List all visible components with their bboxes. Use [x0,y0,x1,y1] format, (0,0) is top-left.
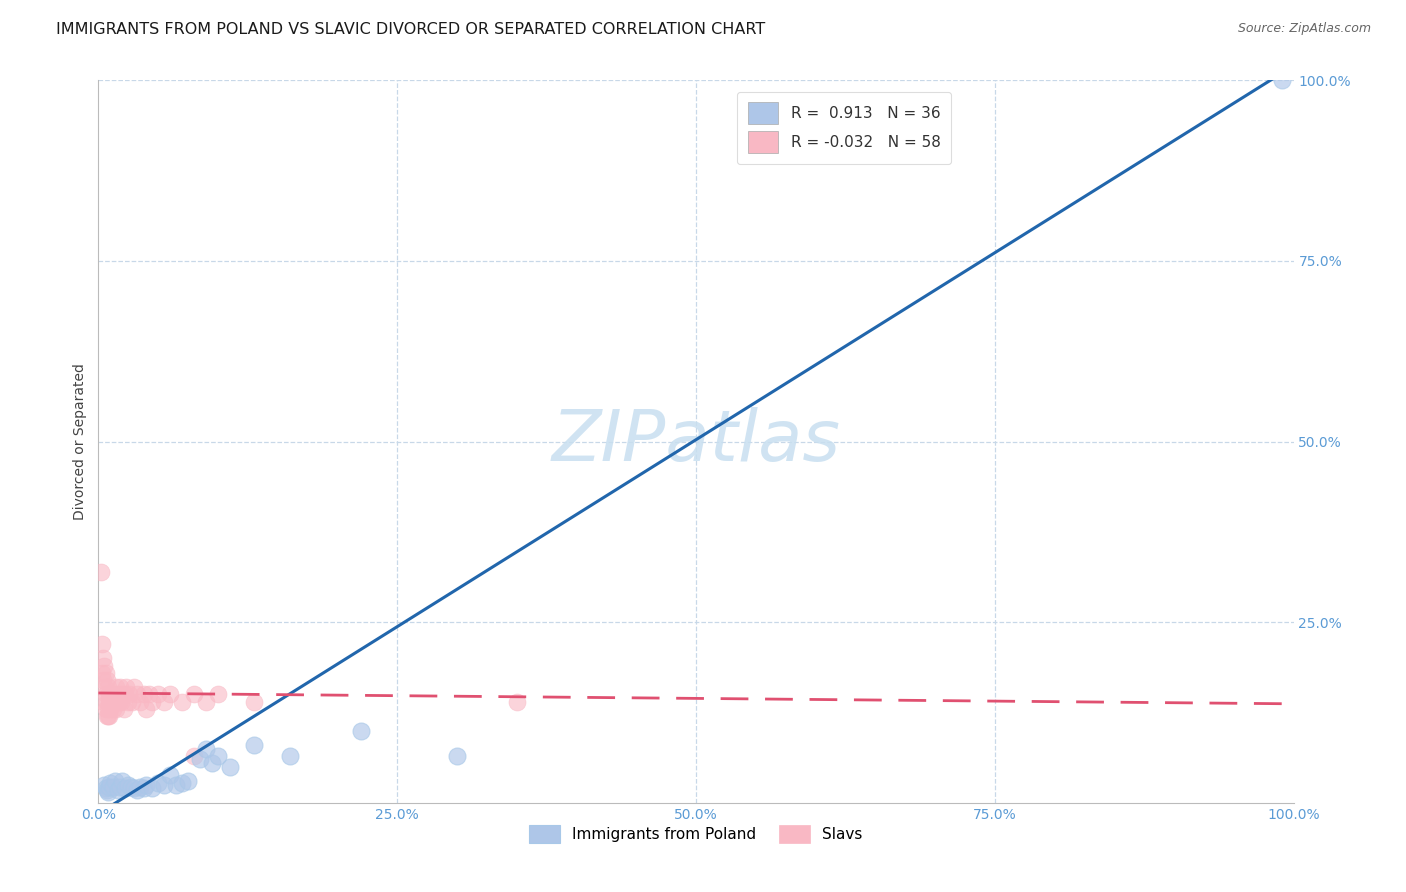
Point [132,781,155,796]
Point [183,687,205,701]
Legend: Immigrants from Poland, Slavs: Immigrants from Poland, Slavs [523,819,869,849]
Point [94,702,117,716]
Point [111,774,134,789]
Point [165,778,187,792]
Point [117,695,139,709]
Point [101,780,124,794]
Point [93,778,115,792]
Point [98,775,122,789]
Point [96,782,118,797]
Point [135,702,157,716]
Point [132,687,155,701]
Point [98,780,121,794]
Point [105,702,128,716]
Point [135,778,157,792]
Point [114,687,136,701]
Point [153,778,176,792]
Point [207,687,229,701]
Point [124,781,146,796]
Point [120,780,142,794]
Point [94,665,117,680]
Point [107,687,129,701]
Point [96,695,118,709]
Point [125,782,148,797]
Point [97,709,120,723]
Point [104,774,127,789]
Point [110,695,132,709]
Point [243,738,266,752]
Point [93,680,115,694]
Point [90,565,112,579]
Point [243,695,266,709]
Point [98,702,122,716]
Point [107,695,129,709]
Point [506,695,529,709]
Point [124,680,146,694]
Point [101,695,124,709]
Point [183,748,205,763]
Point [278,748,301,763]
Point [195,741,218,756]
Point [201,756,224,770]
Point [94,781,117,796]
Point [114,781,136,796]
Point [91,651,114,665]
Point [98,695,122,709]
Point [98,695,121,709]
Point [94,687,117,701]
Point [98,709,121,723]
Point [207,748,229,763]
Point [159,768,181,782]
Y-axis label: Divorced or Separated: Divorced or Separated [73,363,87,520]
Point [100,687,122,701]
Point [91,637,114,651]
Point [1271,73,1294,87]
Point [97,702,120,716]
Point [219,760,242,774]
Point [172,695,194,709]
Point [138,687,160,701]
Point [98,687,122,701]
Point [111,687,134,701]
Point [107,782,129,797]
Point [172,775,194,789]
Point [98,687,121,701]
Point [93,695,115,709]
Point [195,695,218,709]
Point [177,774,200,789]
Point [104,695,127,709]
Text: ZIPatlas: ZIPatlas [551,407,841,476]
Point [97,680,120,694]
Point [103,687,125,701]
Point [96,709,118,723]
Point [148,775,170,789]
Point [118,687,141,701]
Point [350,723,373,738]
Point [446,748,468,763]
Point [188,752,211,766]
Point [148,687,170,701]
Point [121,695,143,709]
Point [115,680,138,694]
Point [101,702,124,716]
Point [159,687,181,701]
Point [141,781,163,796]
Text: Source: ZipAtlas.com: Source: ZipAtlas.com [1237,22,1371,36]
Point [108,680,131,694]
Point [129,780,152,794]
Point [91,673,114,687]
Point [129,695,152,709]
Point [108,780,131,794]
Point [112,702,135,716]
Point [125,687,148,701]
Point [91,665,114,680]
Text: IMMIGRANTS FROM POLAND VS SLAVIC DIVORCED OR SEPARATED CORRELATION CHART: IMMIGRANTS FROM POLAND VS SLAVIC DIVORCE… [56,22,765,37]
Point [105,680,128,694]
Point [117,778,139,792]
Point [97,785,120,799]
Point [93,658,115,673]
Point [153,695,176,709]
Point [141,695,163,709]
Point [96,673,118,687]
